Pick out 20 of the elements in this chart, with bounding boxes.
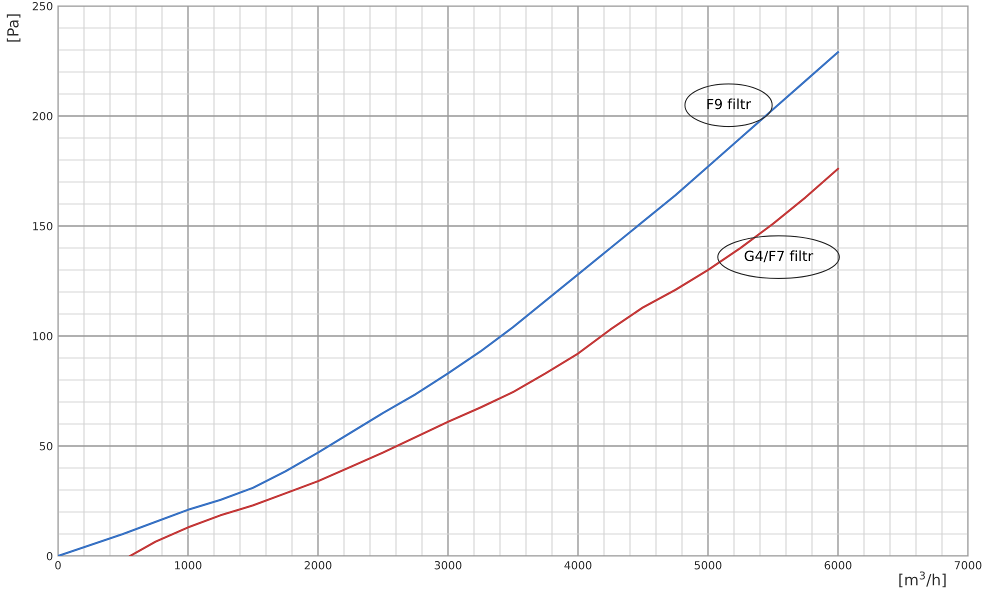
y-tick-label: 100 bbox=[33, 332, 52, 340]
x-axis-title: [m$^{3}$/h] bbox=[899, 571, 946, 588]
x-tick-label: 0 bbox=[55, 561, 61, 570]
x-tick-label: 7000 bbox=[954, 561, 982, 570]
y-tick-label: 200 bbox=[32, 112, 52, 120]
x-tick-label: 6000 bbox=[824, 561, 852, 570]
y-tick-label: 250 bbox=[32, 2, 52, 10]
x-tick-label: 4000 bbox=[564, 561, 592, 570]
x-tick-label: 5000 bbox=[694, 561, 722, 570]
line-series bbox=[58, 51, 840, 556]
y-tick-label: 150 bbox=[33, 222, 52, 230]
annotation: F9 filtr bbox=[707, 98, 752, 110]
y-tick-label: 50 bbox=[40, 442, 52, 450]
y-axis-title: [Pa] bbox=[6, 14, 20, 42]
x-tick-label: 1000 bbox=[175, 561, 202, 570]
annotation: G4/F7 filtr bbox=[744, 250, 814, 262]
x-tick-label: 2000 bbox=[304, 561, 332, 570]
line-series bbox=[128, 168, 840, 556]
x-tick-label: 3000 bbox=[434, 561, 462, 570]
y-tick-label: 0 bbox=[46, 552, 52, 560]
